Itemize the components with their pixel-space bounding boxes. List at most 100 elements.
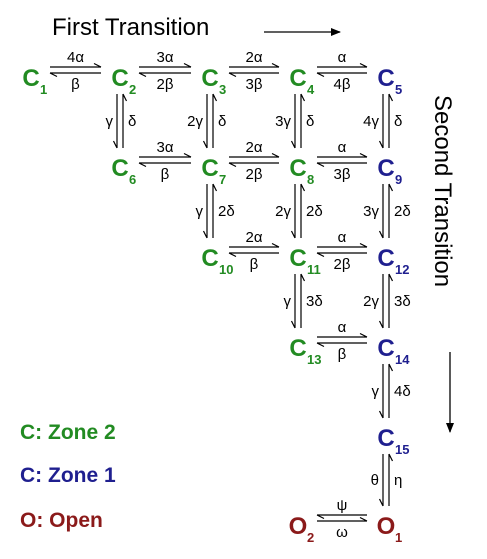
state-letter: C <box>289 245 306 272</box>
rate-label-forward-c8-c9: α <box>338 139 347 156</box>
rate-label-forward-c3-c4: 2α <box>245 49 262 66</box>
rate-label-backward-c6-c7: β <box>161 166 170 183</box>
rate-label-forward-c4-c8: 3γ <box>275 113 291 130</box>
transition-arrow-backward-c1-c2 <box>49 72 101 78</box>
rate-label-backward-c2-c6: δ <box>128 113 136 130</box>
rate-label-backward-c13-c14: β <box>338 346 347 363</box>
transition-arrow-backward-c12-c14 <box>388 273 394 328</box>
rate-label-forward-c5-c9: 4γ <box>363 113 379 130</box>
state-subscript: 12 <box>395 262 409 277</box>
transition-arrow-forward-c15-o1 <box>378 454 384 507</box>
state-letter: C <box>289 335 306 362</box>
rate-label-forward-c7-c8: 2α <box>245 139 262 156</box>
state-c12: C 12 <box>377 245 409 277</box>
state-subscript: 7 <box>219 172 226 187</box>
transition-arrow-forward-c8-c11 <box>290 184 296 239</box>
state-subscript: 2 <box>307 530 314 545</box>
transition-arrow-backward-o1-o2 <box>317 516 368 522</box>
transition-arrow-forward-c4-c8 <box>290 94 296 149</box>
rate-label-backward-c7-c8: 2β <box>246 166 263 183</box>
state-letter: C <box>377 155 394 182</box>
state-letter: C <box>201 245 218 272</box>
transition-arrow-forward-c6-c7 <box>139 152 192 158</box>
state-c14: C 14 <box>377 335 410 367</box>
transition-arrow-forward-c5-c9 <box>378 94 384 149</box>
state-c10: C 10 <box>201 245 233 277</box>
transition-arrow-forward-c1-c2 <box>50 62 102 68</box>
state-letter: O <box>377 513 396 540</box>
state-subscript: 2 <box>129 82 136 97</box>
rate-label-forward-c6-c7: 3α <box>156 139 173 156</box>
state-subscript: 9 <box>395 172 402 187</box>
state-letter: C <box>22 65 39 92</box>
rate-label-backward-c4-c8: δ <box>306 113 314 130</box>
state-letter: C <box>289 65 306 92</box>
legend-zone2: C: Zone 2 <box>20 421 116 444</box>
rate-label-forward-c15-o1: θ <box>371 472 379 489</box>
legend-zone1: C: Zone 1 <box>20 464 116 487</box>
first-transition-label: First Transition <box>52 14 210 41</box>
state-c13: C 13 <box>289 335 321 367</box>
rate-label-backward-c15-o1: η <box>394 472 402 489</box>
rate-label-backward-c4-c5: 4β <box>334 76 351 93</box>
state-letter: C <box>377 425 394 452</box>
transition-arrow-forward-c12-c14 <box>378 274 384 329</box>
rate-label-backward-o1-o2: ω <box>336 524 348 541</box>
transition-arrow-forward-c9-c12 <box>378 184 384 239</box>
rate-label-forward-c13-c14: α <box>338 319 347 336</box>
rate-label-forward-c7-c10: γ <box>196 203 204 220</box>
transition-arrow-backward-c11-c13 <box>300 273 306 328</box>
transition-arrow-forward-c7-c8 <box>229 152 280 158</box>
rate-label-backward-c11-c13: 3δ <box>306 293 323 310</box>
rate-label-backward-c3-c7: δ <box>218 113 226 130</box>
state-letter: O <box>289 513 308 540</box>
state-letter: C <box>201 65 218 92</box>
state-letter: C <box>111 65 128 92</box>
state-subscript: 6 <box>129 172 136 187</box>
state-letter: C <box>377 335 394 362</box>
rate-label-backward-c5-c9: δ <box>394 113 402 130</box>
state-subscript: 1 <box>40 82 47 97</box>
rate-label-backward-c12-c14: 3δ <box>394 293 411 310</box>
rate-label-backward-c3-c4: 3β <box>246 76 263 93</box>
rate-label-backward-c2-c3: 2β <box>157 76 174 93</box>
rate-label-forward-c2-c6: γ <box>106 113 114 130</box>
state-subscript: 15 <box>395 442 409 457</box>
transition-arrow-backward-c5-c9 <box>388 93 394 148</box>
rate-label-forward-c14-c15: γ <box>372 383 380 400</box>
rate-label-forward-c2-c3: 3α <box>156 49 173 66</box>
legend-open: O: Open <box>20 509 103 532</box>
rate-label-forward-c10-c11: 2α <box>245 229 262 246</box>
state-subscript: 10 <box>219 262 233 277</box>
rate-label-backward-c1-c2: β <box>71 76 80 93</box>
transition-arrow-forward-c11-c13 <box>290 274 296 329</box>
transition-arrow-backward-c8-c9 <box>316 162 367 168</box>
state-letter: C <box>377 245 394 272</box>
rate-label-backward-c7-c10: 2δ <box>218 203 235 220</box>
transition-arrow-backward-c11-c12 <box>316 252 367 258</box>
rate-label-forward-c9-c12: 3γ <box>363 203 379 220</box>
state-subscript: 14 <box>395 352 410 367</box>
transition-arrow-backward-c10-c11 <box>228 252 279 258</box>
transition-arrow-forward-c7-c10 <box>202 184 208 239</box>
rate-label-forward-c11-c12: α <box>338 229 347 246</box>
rate-label-backward-c14-c15: 4δ <box>394 383 411 400</box>
state-letter: C <box>201 155 218 182</box>
state-subscript: 8 <box>307 172 314 187</box>
rate-label-backward-c8-c9: 3β <box>334 166 351 183</box>
rate-label-forward-c8-c11: 2γ <box>275 203 291 220</box>
transition-arrow-backward-c4-c8 <box>300 93 306 148</box>
state-subscript: 5 <box>395 82 402 97</box>
transition-arrow-backward-c7-c10 <box>212 183 218 238</box>
transition-arrow-forward-c10-c11 <box>229 242 280 248</box>
transition-arrow-forward-c11-c12 <box>317 242 368 248</box>
